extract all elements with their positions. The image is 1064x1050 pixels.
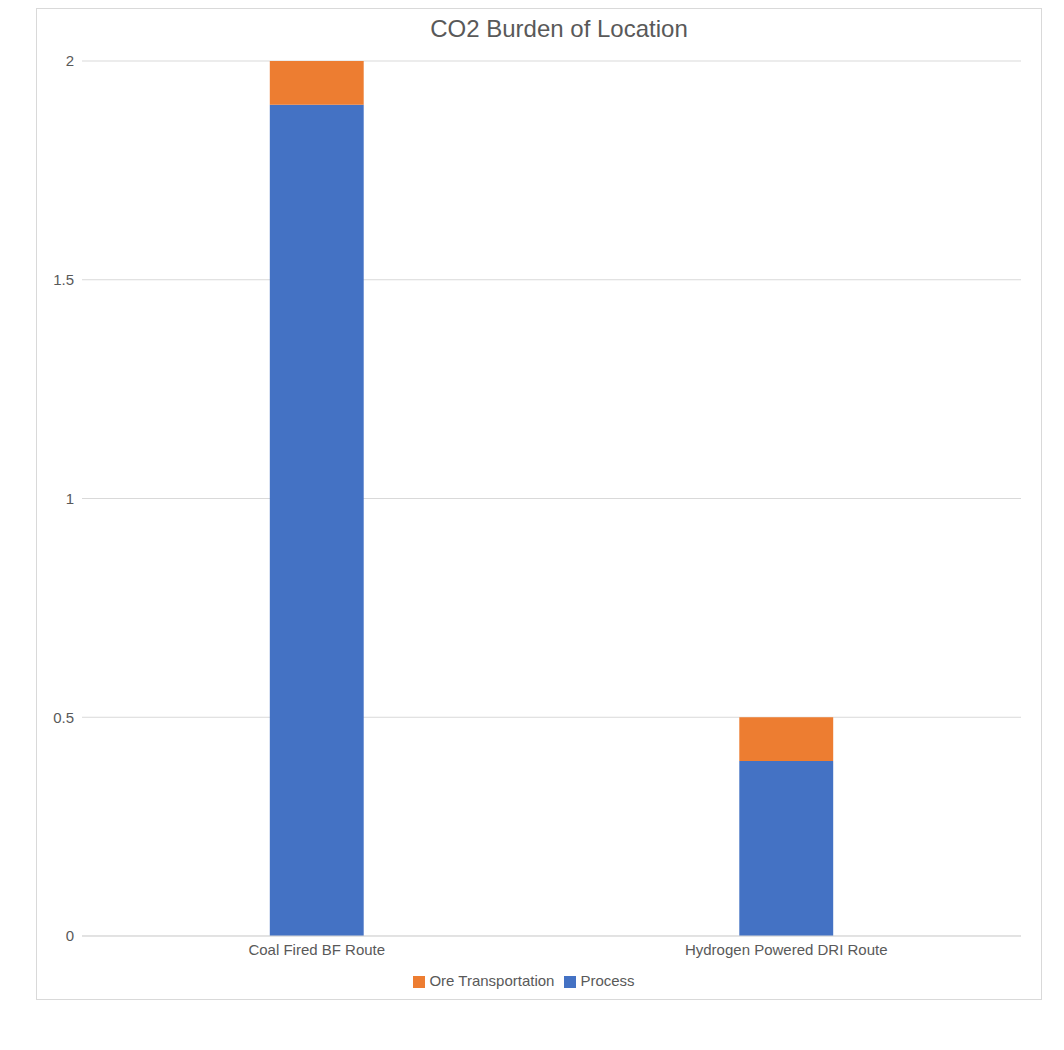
- svg-text:Hydrogen Powered DRI Route: Hydrogen Powered DRI Route: [685, 941, 888, 958]
- svg-text:1.5: 1.5: [53, 271, 74, 288]
- svg-text:0.5: 0.5: [53, 709, 74, 726]
- html-text:Process: Process: [580, 972, 635, 989]
- svg-text:0: 0: [66, 927, 74, 944]
- svg-text:1: 1: [66, 490, 74, 507]
- svg-text:Coal Fired BF Route: Coal Fired BF Route: [248, 941, 385, 958]
- html-text:CO2 Burden of Location: CO2 Burden of Location: [430, 15, 688, 42]
- html-text:Ore Transportation: Ore Transportation: [429, 972, 555, 989]
- svg-text:2: 2: [66, 52, 74, 69]
